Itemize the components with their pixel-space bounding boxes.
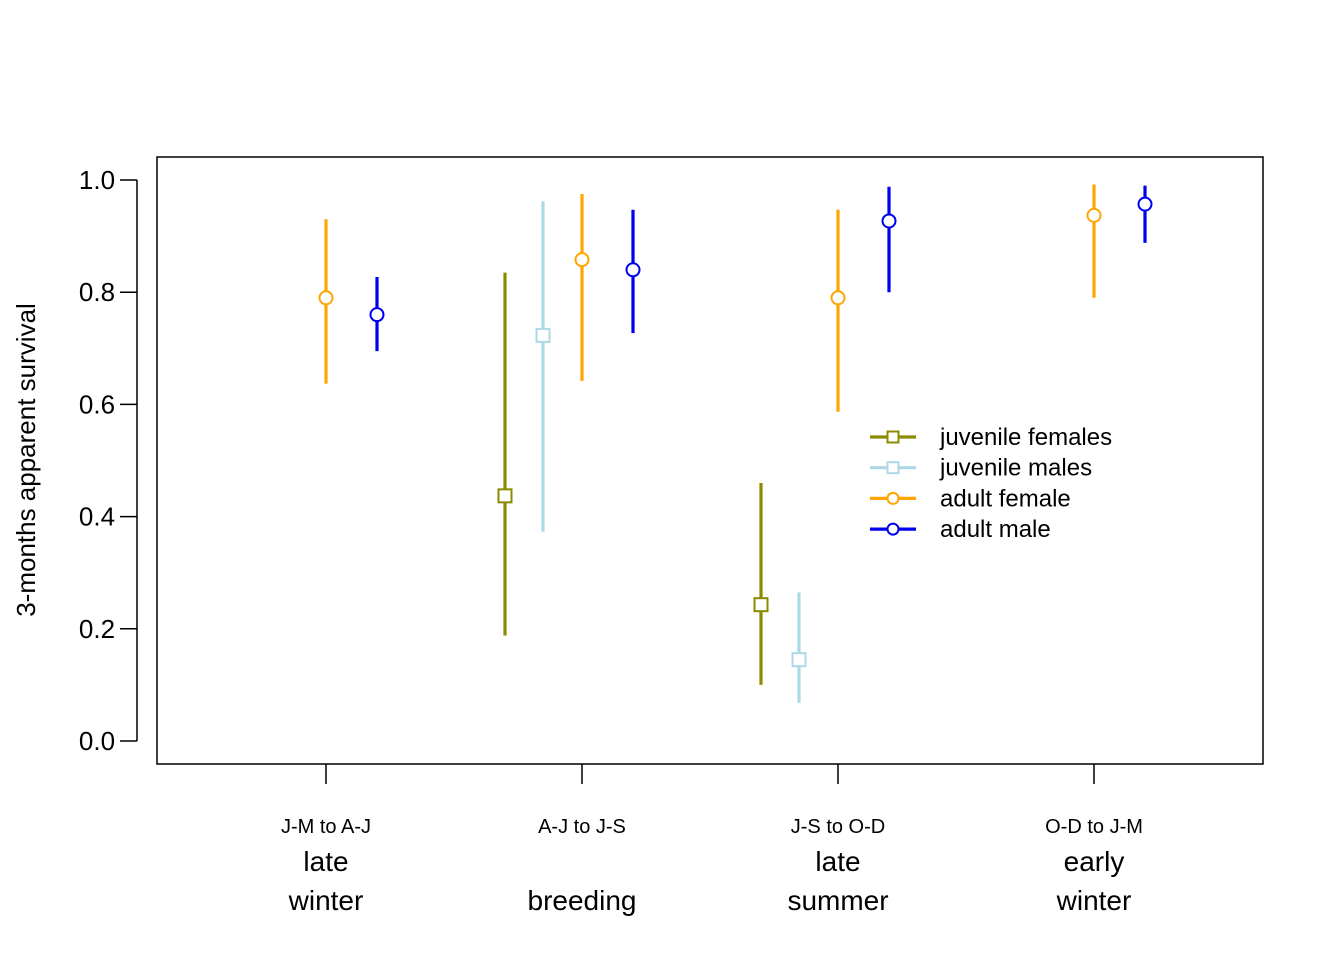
point-adult-female [574, 252, 590, 268]
x-season-label-line2: breeding [528, 885, 637, 916]
y-tick-label: 0.0 [79, 726, 115, 756]
x-season-label-line2: summer [787, 885, 888, 916]
legend-item: juvenile females [870, 424, 1112, 451]
y-tick-label: 0.8 [79, 277, 115, 307]
legend-marker [886, 461, 900, 475]
point-juvenile-males [791, 652, 807, 668]
legend: juvenile females juvenile males adult fema… [870, 424, 1112, 543]
x-season-label-line1: late [815, 846, 860, 877]
legend-item: adult male [870, 516, 1051, 543]
x-season-label-line2: winter [288, 885, 364, 916]
data-marks [318, 184, 1153, 703]
point-juvenile-females [497, 488, 513, 504]
point-adult-male [625, 262, 641, 278]
legend-item: juvenile males [870, 455, 1092, 482]
legend-label: adult male [940, 516, 1051, 543]
x-period-label: J-S to O-D [791, 816, 885, 838]
point-adult-male [881, 213, 897, 229]
legend-label: juvenile females [939, 424, 1112, 451]
x-period-label: A-J to J-S [538, 816, 626, 838]
legend-marker [886, 430, 900, 444]
y-tick-label: 0.4 [79, 502, 115, 532]
y-axis-label: 3-months apparent survival [11, 303, 41, 617]
x-axis: J-M to A-J late winter A-J to J-S breeding J-… [281, 764, 1143, 916]
x-season-label-line1: late [303, 846, 348, 877]
legend-item: adult female [870, 485, 1071, 512]
legend-label: juvenile males [939, 455, 1092, 482]
x-season-label-line1: early [1064, 846, 1125, 877]
y-tick-label: 1.0 [79, 165, 115, 195]
x-period-label: O-D to J-M [1045, 816, 1143, 838]
y-tick-label: 0.2 [79, 614, 115, 644]
legend-label: adult female [940, 485, 1071, 512]
point-adult-male [369, 307, 385, 323]
y-axis: 0.0 0.2 0.4 0.6 0.8 1.0 [79, 165, 138, 756]
plot-frame [156, 156, 1264, 765]
legend-marker [886, 491, 900, 505]
x-period-label: J-M to A-J [281, 816, 371, 838]
x-season-label-line2: winter [1056, 885, 1132, 916]
point-adult-female [1086, 207, 1102, 223]
legend-marker [886, 522, 900, 536]
point-adult-female [318, 290, 334, 306]
point-juvenile-females [753, 597, 769, 613]
point-adult-female [830, 290, 846, 306]
point-juvenile-males [535, 327, 551, 343]
y-tick-label: 0.6 [79, 389, 115, 419]
point-adult-male [1137, 196, 1153, 212]
